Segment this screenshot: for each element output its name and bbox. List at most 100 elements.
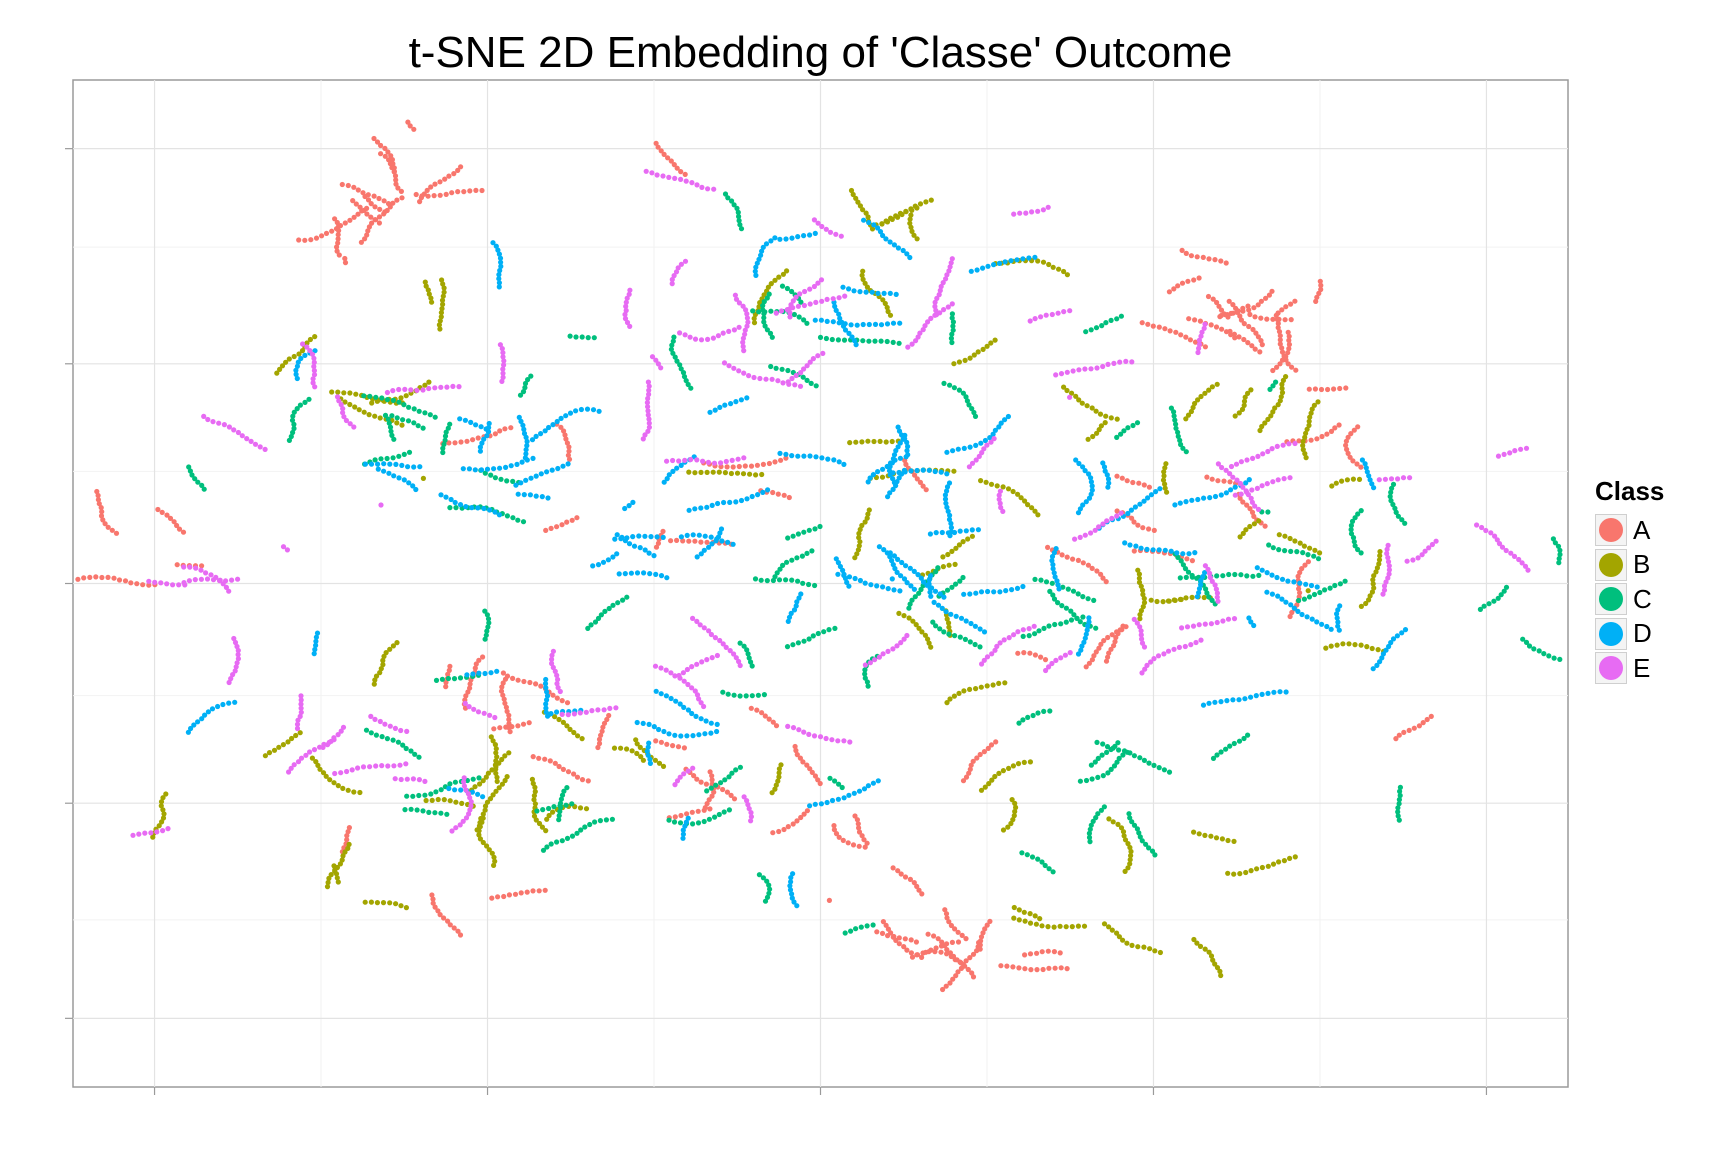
data-point-E	[1031, 623, 1037, 629]
data-point-B	[494, 754, 500, 760]
data-point-A	[933, 945, 939, 951]
data-point-D	[957, 528, 963, 534]
data-point-A	[704, 801, 710, 807]
data-point-D	[881, 290, 887, 296]
data-point-C	[956, 387, 963, 393]
data-point-A	[707, 769, 713, 775]
data-point-A	[302, 237, 308, 243]
data-point-A	[807, 766, 813, 772]
data-point-C	[738, 226, 745, 232]
data-point-B	[493, 746, 499, 752]
data-point-B	[1307, 545, 1313, 551]
data-point-C	[485, 616, 492, 622]
data-point-E	[769, 376, 775, 382]
data-point-C	[749, 693, 755, 699]
data-point-C	[201, 486, 207, 492]
data-point-D	[895, 424, 901, 430]
data-point-E	[645, 412, 651, 418]
data-point-B	[159, 819, 165, 825]
data-point-D	[760, 244, 766, 250]
data-point-B	[1301, 543, 1307, 549]
data-point-D	[1383, 647, 1389, 653]
data-point-B	[944, 700, 950, 706]
data-point-E	[198, 567, 204, 573]
data-point-E	[731, 651, 737, 657]
data-point-A	[447, 922, 453, 928]
data-point-C	[1232, 571, 1238, 578]
data-point-D	[313, 634, 319, 640]
data-point-A	[455, 167, 461, 173]
data-point-A	[1091, 653, 1097, 659]
data-point-D	[1359, 457, 1365, 463]
data-point-A	[431, 193, 437, 199]
data-point-D	[900, 247, 906, 254]
data-point-A	[1233, 305, 1239, 311]
data-point-A	[564, 440, 571, 446]
data-point-B	[1369, 589, 1375, 595]
data-point-A	[467, 685, 473, 691]
data-point-E	[221, 422, 227, 428]
data-point-C	[1541, 651, 1547, 657]
data-point-A	[1175, 283, 1181, 289]
data-point-D	[972, 623, 979, 629]
data-point-E	[317, 744, 323, 750]
data-point-E	[1017, 210, 1023, 216]
data-point-E	[1061, 309, 1067, 315]
data-point-D	[1271, 689, 1277, 695]
data-point-A	[1245, 303, 1251, 309]
data-point-D	[903, 454, 909, 460]
data-point-B	[1035, 512, 1041, 518]
data-point-D	[528, 475, 534, 481]
data-point-A	[1108, 646, 1114, 652]
data-point-A	[680, 538, 686, 544]
data-point-D	[410, 483, 416, 489]
data-point-D	[696, 732, 702, 738]
data-point-B	[853, 439, 859, 445]
data-point-D	[907, 565, 913, 571]
data-point-E	[1286, 441, 1292, 447]
data-point-B	[1162, 485, 1168, 491]
data-point-E	[450, 383, 456, 389]
data-point-C	[1032, 576, 1038, 583]
data-point-D	[616, 571, 622, 577]
data-point-C	[1092, 759, 1098, 765]
data-point-D	[701, 547, 707, 553]
data-point-C	[764, 578, 770, 584]
data-point-C	[522, 380, 529, 387]
data-point-D	[1265, 690, 1271, 697]
data-point-E	[1494, 537, 1500, 543]
data-point-A	[1285, 361, 1291, 367]
data-point-A	[556, 763, 562, 770]
data-point-A	[1277, 337, 1283, 343]
data-point-C	[1108, 766, 1114, 773]
data-point-E	[1196, 341, 1202, 347]
data-point-A	[901, 944, 907, 950]
data-point-A	[1184, 556, 1190, 562]
data-point-E	[467, 807, 473, 813]
data-point-A	[794, 752, 800, 758]
data-point-B	[341, 390, 347, 396]
data-point-D	[626, 503, 632, 509]
data-point-C	[396, 399, 402, 405]
data-point-D	[1367, 477, 1373, 483]
data-point-A	[470, 437, 476, 443]
data-point-C	[750, 308, 756, 314]
data-point-A	[950, 953, 957, 960]
data-point-E	[676, 458, 682, 464]
data-point-B	[315, 762, 321, 769]
data-point-C	[389, 413, 395, 419]
data-point-D	[670, 468, 676, 474]
data-point-E	[1255, 506, 1262, 512]
data-point-A	[1173, 329, 1179, 335]
data-point-A	[506, 721, 512, 727]
data-point-D	[1218, 699, 1224, 705]
data-point-C	[950, 323, 956, 329]
data-point-A	[1119, 475, 1125, 481]
data-point-E	[500, 354, 506, 360]
data-point-C	[804, 377, 810, 383]
data-point-C	[1077, 619, 1083, 625]
data-point-A	[335, 240, 341, 246]
data-point-A	[966, 770, 972, 776]
data-point-A	[890, 934, 896, 940]
data-point-D	[1049, 553, 1056, 560]
